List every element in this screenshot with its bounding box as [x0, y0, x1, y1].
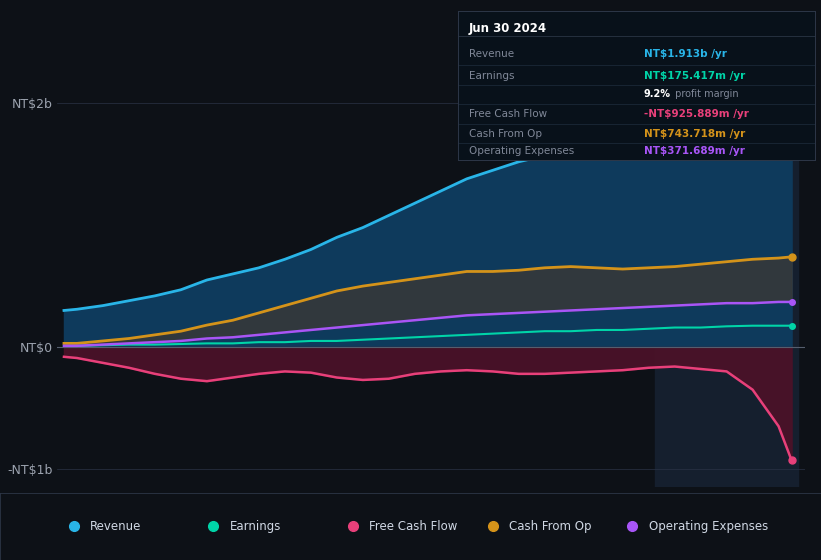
- Text: -NT$925.889m /yr: -NT$925.889m /yr: [644, 109, 749, 119]
- Text: profit margin: profit margin: [672, 88, 739, 99]
- Text: NT$371.689m /yr: NT$371.689m /yr: [644, 146, 745, 156]
- Bar: [655, 73, 798, 487]
- Text: Jun 30 2024: Jun 30 2024: [469, 22, 547, 35]
- Text: Earnings: Earnings: [469, 71, 514, 81]
- Text: Operating Expenses: Operating Expenses: [469, 146, 574, 156]
- Text: Operating Expenses: Operating Expenses: [649, 520, 768, 533]
- Text: Cash From Op: Cash From Op: [469, 129, 542, 139]
- Text: NT$743.718m /yr: NT$743.718m /yr: [644, 129, 745, 139]
- Text: 9.2%: 9.2%: [644, 88, 671, 99]
- Text: NT$175.417m /yr: NT$175.417m /yr: [644, 71, 745, 81]
- Text: Earnings: Earnings: [230, 520, 282, 533]
- Text: Revenue: Revenue: [469, 49, 514, 59]
- Text: Revenue: Revenue: [90, 520, 142, 533]
- Text: NT$1.913b /yr: NT$1.913b /yr: [644, 49, 727, 59]
- Text: Free Cash Flow: Free Cash Flow: [369, 520, 458, 533]
- Text: Free Cash Flow: Free Cash Flow: [469, 109, 547, 119]
- Text: Cash From Op: Cash From Op: [509, 520, 591, 533]
